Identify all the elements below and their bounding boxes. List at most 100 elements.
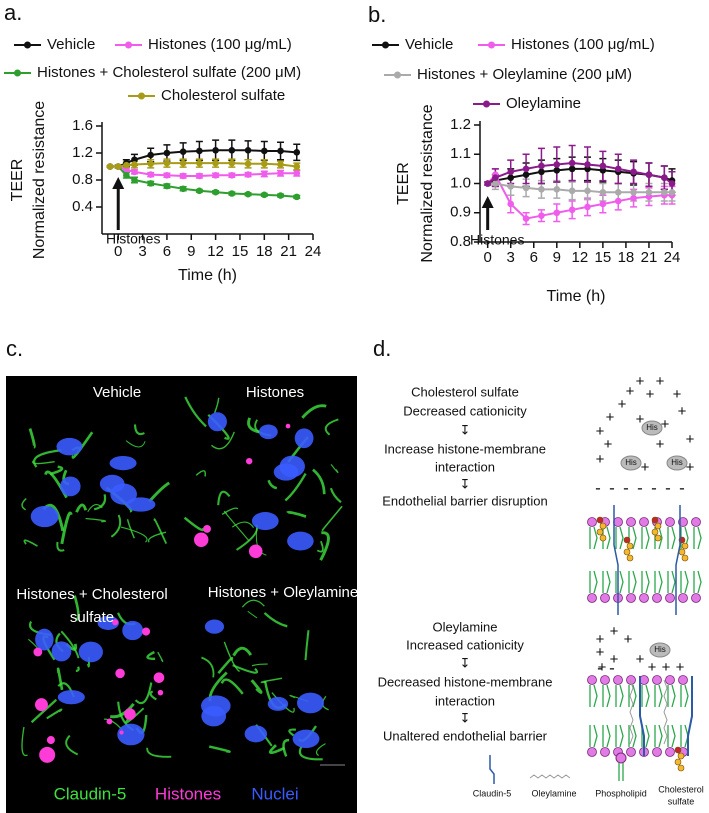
lipid-tail [641,684,650,708]
cell-junction [284,472,307,502]
cell-junction [30,699,57,724]
histone-spot [39,746,56,763]
cholesterol-sulfate [654,522,662,530]
histone-spot [248,544,263,559]
cell-junction [148,481,171,503]
data-point [163,149,171,157]
annotation-arrowhead [481,196,494,208]
nucleus [117,723,145,746]
data-point [131,156,138,164]
charge-sign: + [636,373,645,390]
y-tick-label: 0.8 [450,233,471,250]
y-tick-label: 1.6 [72,117,93,134]
charge-sign: + [656,373,665,390]
nucleus [56,437,83,456]
flow-text: interaction [435,693,495,708]
data-point [106,163,114,170]
cell-junction [85,517,106,523]
data-point [599,200,607,208]
cell-junction [223,510,250,542]
nucleus [204,619,225,634]
data-point [293,163,301,170]
lipid-head [678,593,688,603]
histone-label: His [654,645,666,654]
data-point [261,191,268,199]
cell-junction [321,505,343,531]
cell-junction [247,610,258,619]
cell-junction [147,531,167,543]
legend-marker [483,100,490,108]
lipid-head [665,747,675,757]
lipid-head [691,517,701,527]
histone-spot [153,672,165,683]
data-point [630,194,637,202]
data-point [261,147,268,155]
cell-junction [241,599,265,608]
y-axis-label: Normalized resistance [419,104,436,262]
claudin [613,505,681,615]
x-tick-label: 6 [163,243,171,260]
nucleus [294,428,314,449]
histone-spot [245,457,253,465]
cholesterol-sulfate [678,548,686,556]
charge-sign: - [623,478,629,497]
data-point [507,200,515,208]
charge-sign: - [679,478,685,497]
charge-sign: + [610,651,619,668]
cell-junction [213,397,220,414]
legend-marker [488,41,495,49]
channel-label: Nuclei [251,784,298,803]
panel-label: b. [368,2,386,27]
panel-label: a. [4,0,22,25]
data-point [123,166,130,174]
charge-sign: - [595,478,601,497]
lipid-tail [667,684,676,708]
charge-sign: + [686,459,695,476]
channel-label: Claudin-5 [54,784,127,803]
x-tick-label: 15 [595,249,612,266]
cell-junction [271,692,295,713]
data-point [277,169,284,177]
data-point [147,171,154,178]
cell-junction [324,418,339,436]
cell-junction [330,464,339,474]
cholesterol-sulfate [654,534,662,542]
data-point [163,182,171,190]
y-tick-label: 1.2 [72,144,93,161]
flow-text: Decreased histone-membrane [378,674,553,689]
charge-sign: + [662,659,671,676]
charge-sign: + [636,651,645,668]
lipid-tail [667,526,676,550]
histone-icon [666,455,688,471]
data-point [630,168,637,176]
histone-spot [119,730,124,735]
lipid-tail [628,570,637,594]
histone-spot [115,668,125,679]
cell-junction [288,728,297,737]
lipid-tail [641,570,650,594]
charge-sign: + [596,451,605,468]
cholesterol-sulfate [677,752,685,760]
data-point [668,188,676,196]
y-tick-label: 1.2 [450,116,471,133]
cell-junction [282,738,290,757]
lipid-head [665,593,675,603]
lipid-tail [589,684,598,708]
flow-text: Oleylamine [432,619,497,634]
data-point [244,171,252,178]
flow-text: interaction [435,459,495,474]
charge-sign: + [596,631,605,648]
nucleus [251,512,279,531]
cell-junction [223,641,241,673]
data-point [212,171,219,179]
cholesterol-sulfate [596,516,604,524]
data-point [507,174,515,181]
legend-marker [394,71,401,79]
y-tick-label: 0.4 [72,198,93,215]
x-tick-label: 18 [256,243,273,260]
charge-sign: - [637,478,643,497]
histone-label: His [671,458,683,467]
lipid-tail [628,684,637,708]
x-tick-label: 18 [618,249,635,266]
charge-sign: + [678,403,687,420]
